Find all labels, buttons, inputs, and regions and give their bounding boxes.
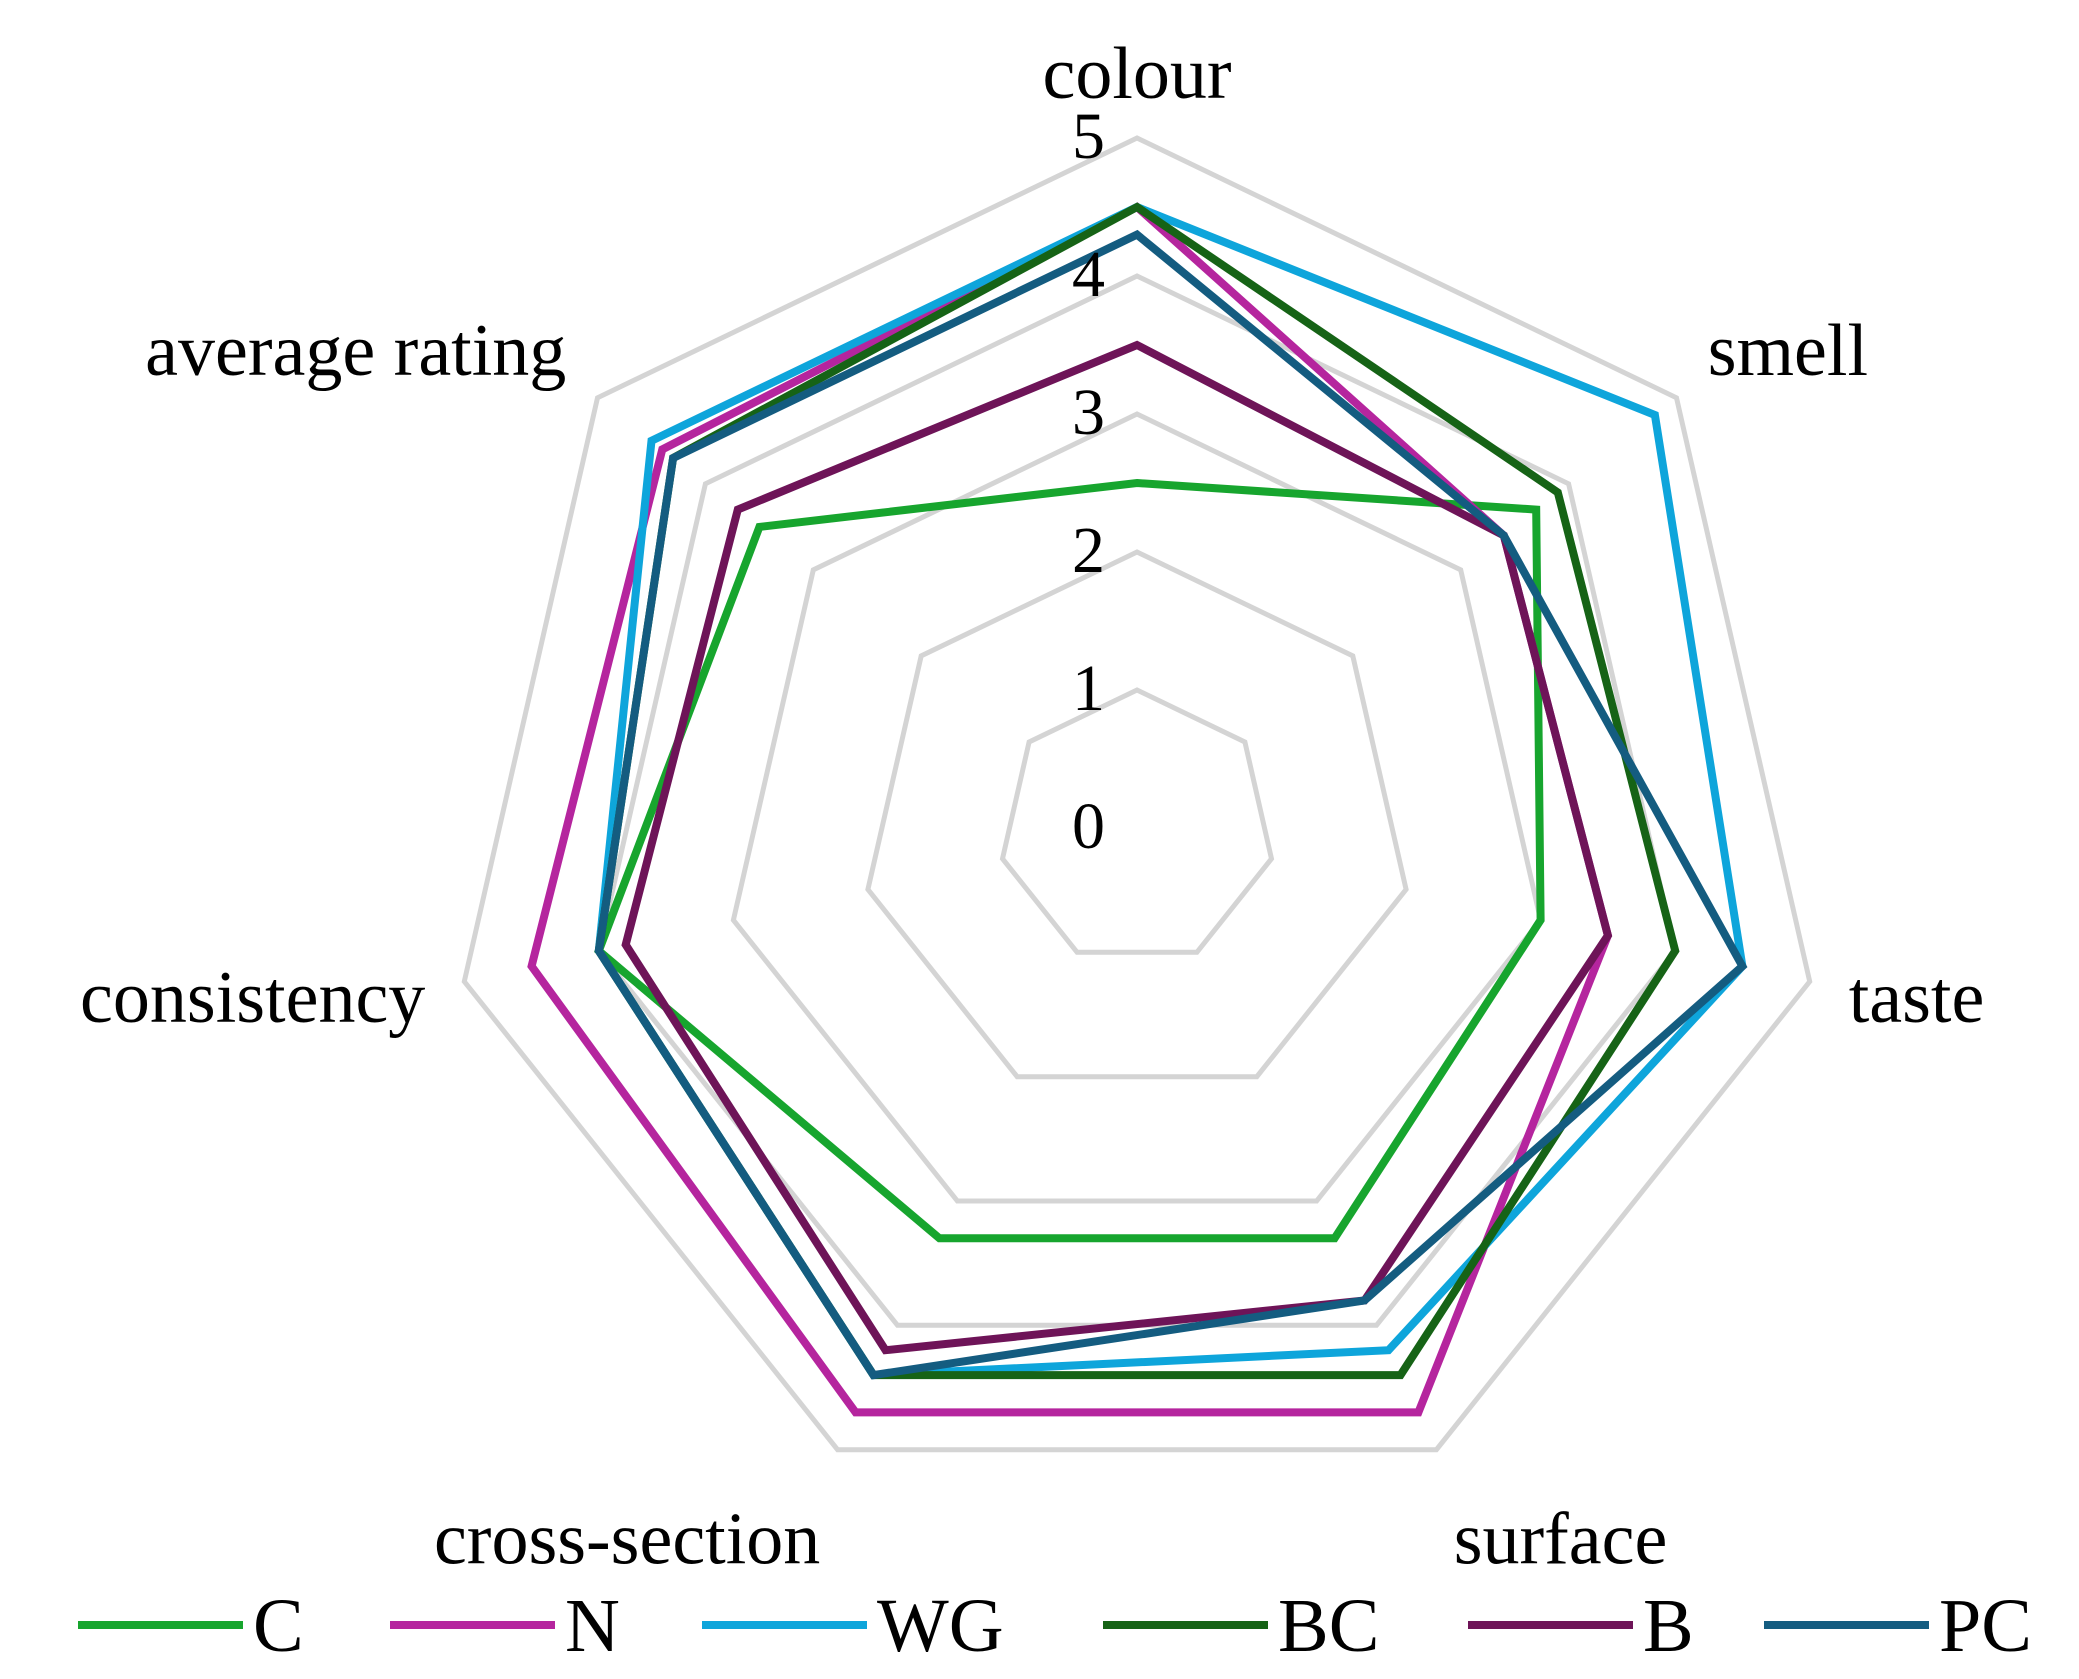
legend-item-b: B [1468, 1584, 1694, 1668]
legend-label-pc: PC [1939, 1584, 2032, 1668]
axis-label-colour: colour [1042, 33, 1231, 115]
legend-item-n: N [390, 1584, 620, 1668]
tick-label-2: 2 [1072, 514, 1105, 587]
grid-ring-2 [865, 549, 1409, 1080]
legend-label-c: C [253, 1584, 304, 1668]
tick-label-1: 1 [1072, 652, 1105, 725]
series-b [621, 340, 1613, 1355]
tick-label-5: 5 [1072, 100, 1105, 173]
axis-category-labels: colour smell taste surface cross-section cons… [80, 33, 1984, 1581]
legend-label-bc: BC [1278, 1584, 1379, 1668]
axis-label-cross-section: cross-section [434, 1499, 820, 1581]
legend-label-wg: WG [877, 1584, 1004, 1668]
legend-item-pc: PC [1764, 1584, 2032, 1668]
axis-label-taste: taste [1849, 957, 1985, 1039]
tick-label-4: 4 [1072, 238, 1105, 311]
axis-label-consistency: consistency [80, 957, 425, 1039]
tick-label-3: 3 [1072, 376, 1105, 449]
legend: C N WG BC B PC [78, 1584, 2032, 1668]
radar-series [527, 202, 1748, 1417]
series-wg [594, 202, 1747, 1380]
series-pc [594, 229, 1748, 1380]
legend-item-bc: BC [1103, 1584, 1379, 1668]
tick-label-0: 0 [1072, 790, 1105, 863]
series-c [594, 478, 1545, 1243]
legend-label-b: B [1643, 1584, 1694, 1668]
radial-tick-labels: 0 1 2 3 4 5 [1072, 100, 1105, 863]
grid-ring-3 [730, 411, 1544, 1204]
legend-item-c: C [78, 1584, 304, 1668]
grid-ring-1 [999, 687, 1275, 955]
axis-label-smell: smell [1708, 310, 1868, 392]
axis-label-average-rating: average rating [145, 310, 566, 392]
axis-label-surface: surface [1454, 1499, 1668, 1581]
legend-item-wg: WG [702, 1584, 1004, 1668]
grid-ring-5 [461, 135, 1813, 1453]
legend-label-n: N [565, 1584, 620, 1668]
